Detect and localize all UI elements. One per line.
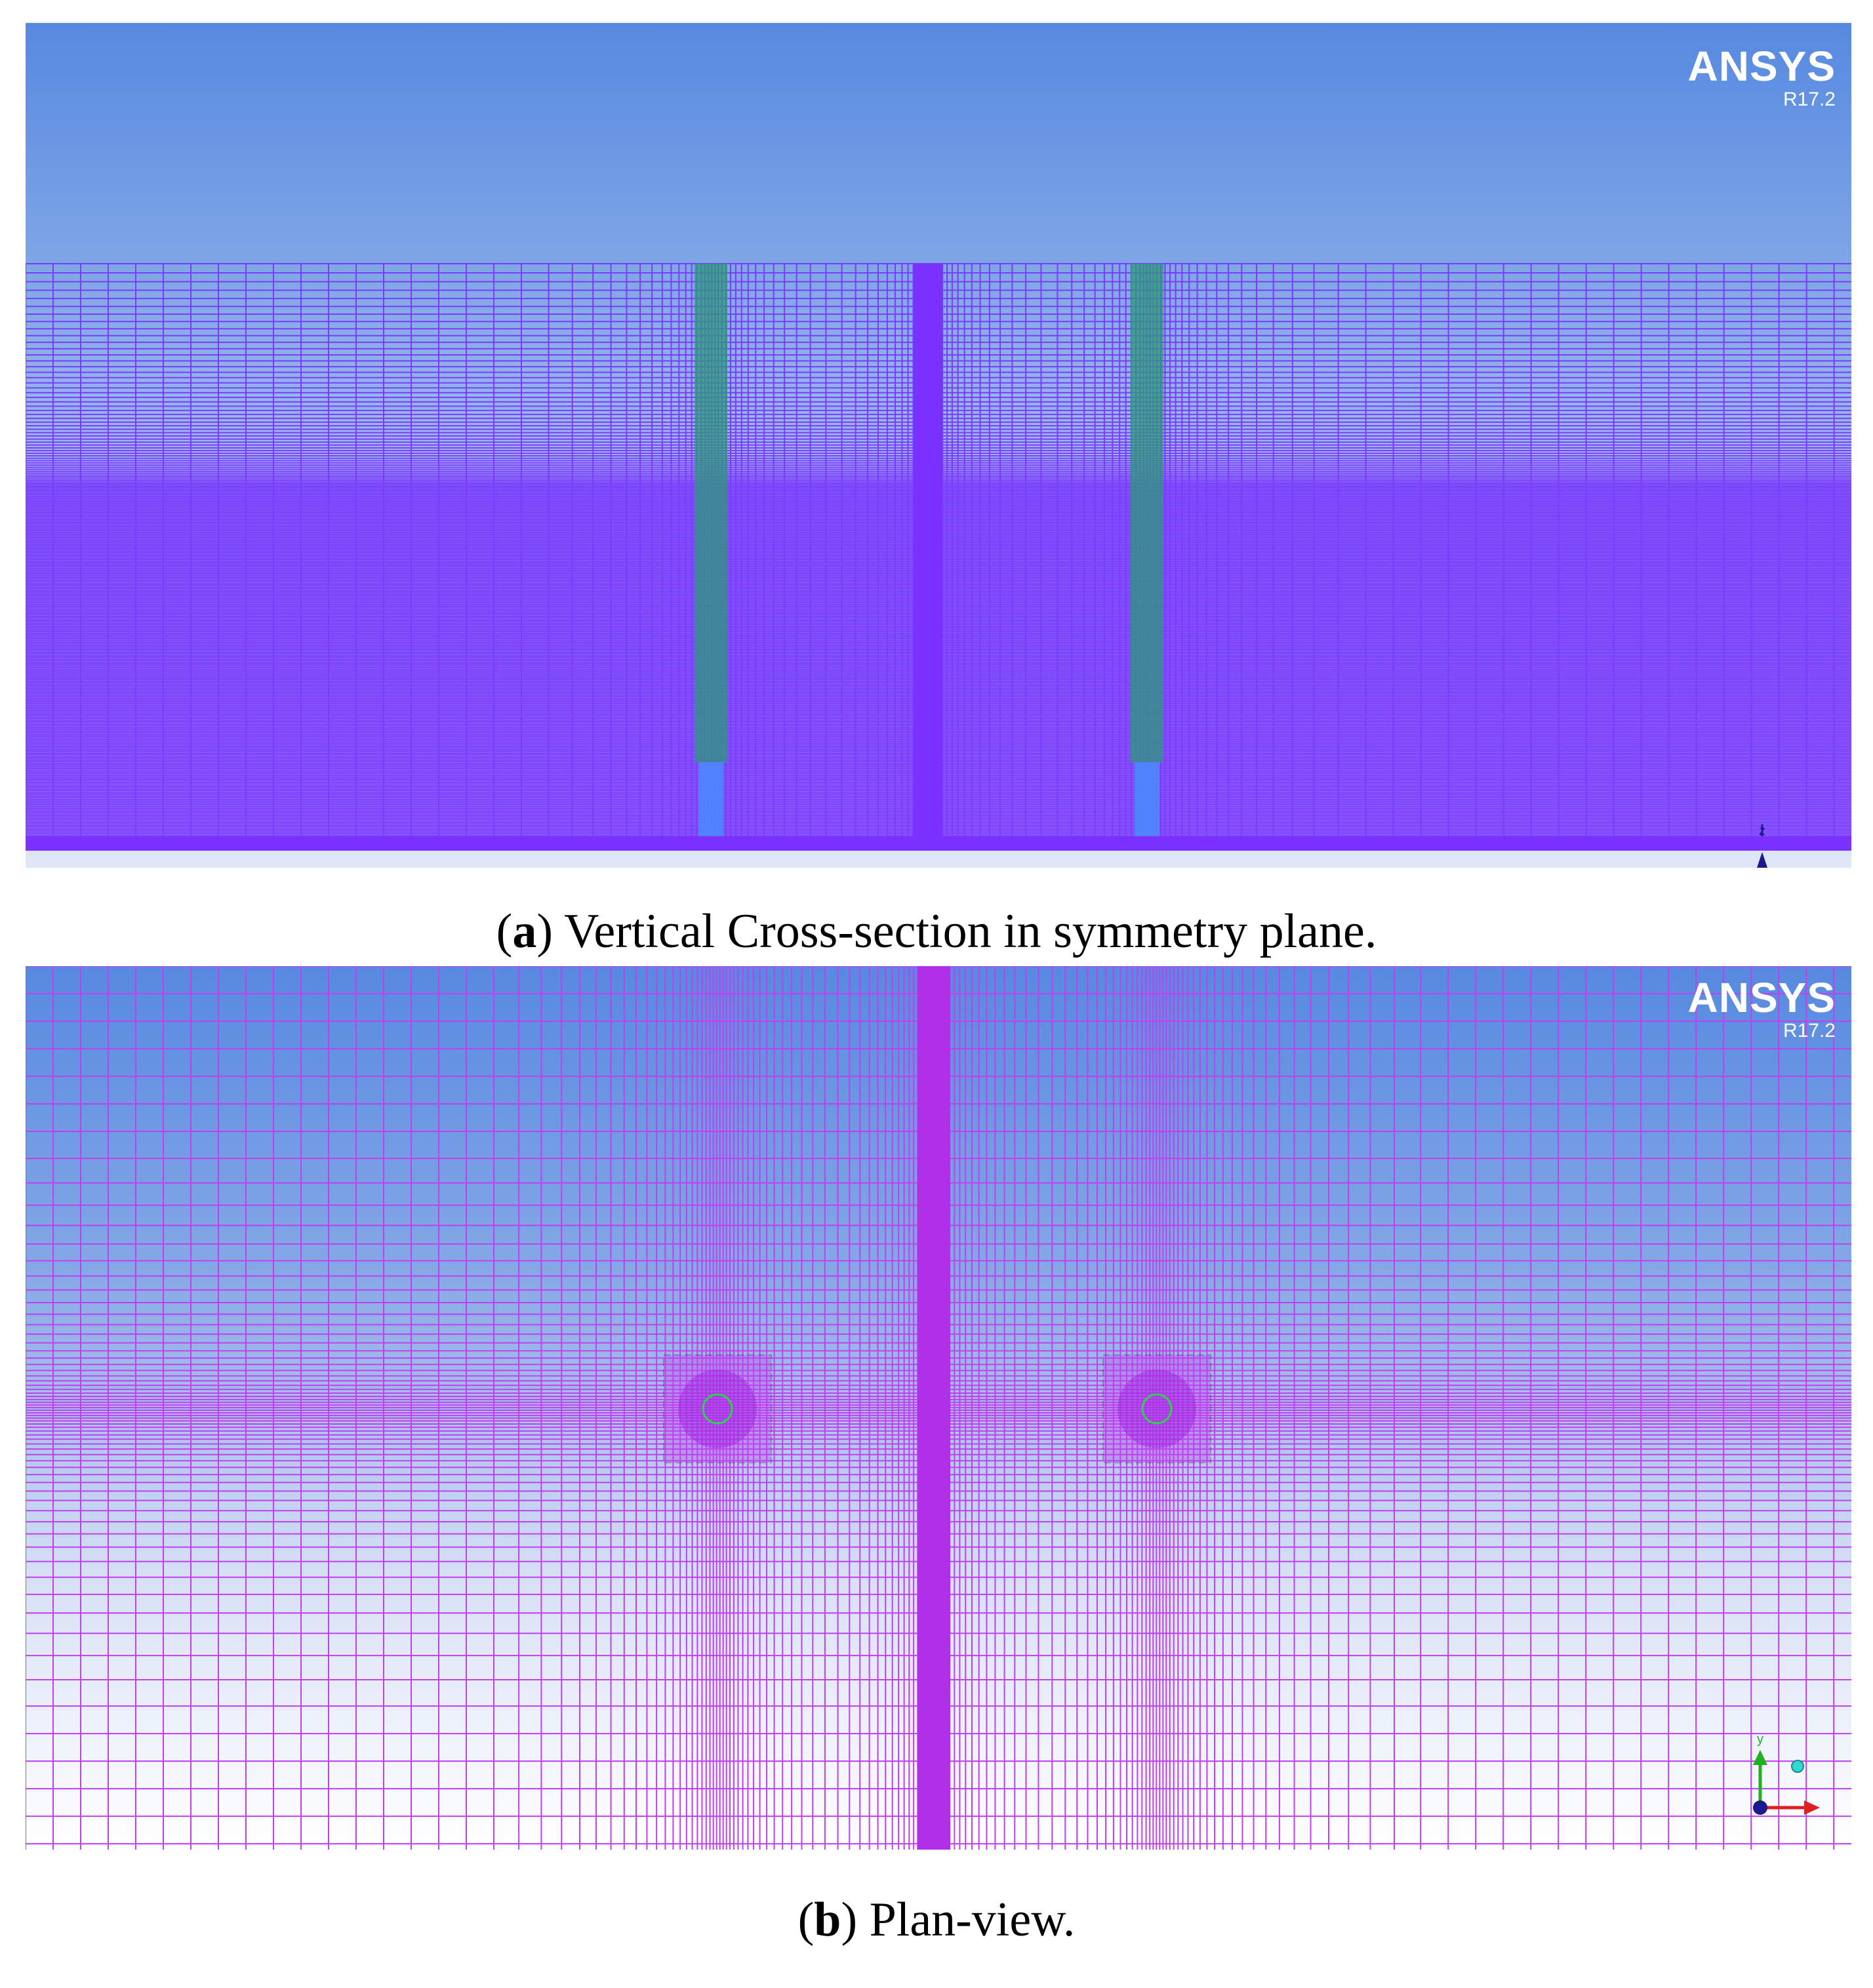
bed-layer (26, 836, 1851, 851)
ansys-logo: ANSYS R17.2 (1688, 977, 1836, 1041)
pile-column (1131, 264, 1163, 762)
pile-mesh-core (678, 1369, 757, 1448)
z-axis-arrow (1757, 852, 1767, 868)
y-axis-arrow (1753, 1750, 1767, 1765)
z-axis-label: z (1759, 824, 1765, 838)
caption-b: (b) Plan-view. (797, 1893, 1076, 1947)
pile-refinement-box (663, 1354, 772, 1463)
rotation-point (1791, 1760, 1804, 1773)
caption-b-letter: b (814, 1893, 841, 1947)
caption-a-text: Vertical Cross-section in symmetry plane… (564, 904, 1377, 958)
pile-mesh-core (1118, 1369, 1196, 1448)
pile-column (695, 264, 727, 762)
mesh-cross-section: z (26, 263, 1851, 868)
vertical-cross-section-panel: z ANSYS R17.2 (26, 23, 1851, 868)
ansys-brand: ANSYS (1687, 43, 1836, 90)
centre-strip (917, 966, 950, 1850)
ansys-version: R17.2 (1782, 89, 1836, 110)
ansys-logo: ANSYS R17.2 (1688, 45, 1836, 110)
z-axis-dot (1753, 1800, 1767, 1815)
caption-a-letter: a (512, 904, 537, 958)
pile-outline (1141, 1393, 1173, 1425)
pile-base (698, 762, 723, 836)
pile-outline (702, 1393, 733, 1425)
ansys-version: R17.2 (1782, 1020, 1836, 1042)
ansys-brand: ANSYS (1687, 974, 1836, 1021)
y-axis-label: y (1757, 1732, 1763, 1747)
mesh-plan-view: y (26, 966, 1851, 1850)
caption-b-text: Plan-view. (869, 1893, 1076, 1947)
pile-refinement-box (1102, 1354, 1211, 1463)
caption-a: (a) Vertical Cross-section in symmetry p… (496, 904, 1377, 958)
pile-base (1135, 762, 1159, 836)
x-axis-arrow (1804, 1800, 1820, 1815)
plan-view-panel: y ANSYS R17.2 (26, 966, 1851, 1850)
centre-strip (914, 264, 942, 847)
